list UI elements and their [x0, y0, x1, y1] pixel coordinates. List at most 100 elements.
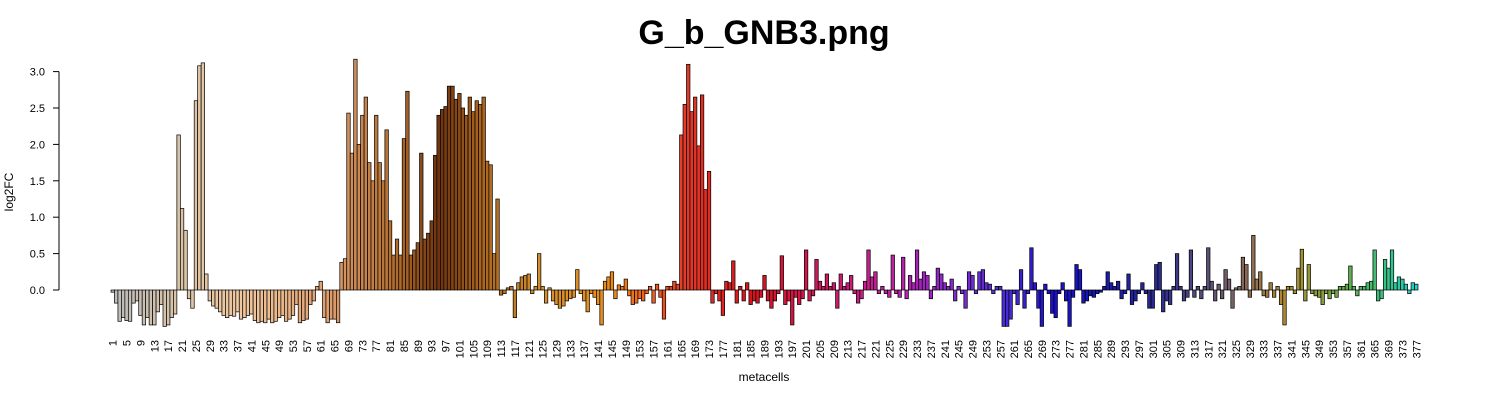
bar	[485, 160, 490, 291]
bar	[1174, 253, 1180, 291]
x-tick-label: 109	[482, 340, 494, 358]
bar	[502, 289, 507, 294]
bar	[394, 238, 400, 291]
bar	[772, 289, 777, 302]
bar	[1133, 289, 1138, 302]
bar	[1039, 289, 1044, 327]
bar	[554, 289, 559, 305]
x-tick-label: 121	[524, 340, 536, 358]
bar	[1202, 286, 1207, 291]
x-tick-label: 69	[343, 340, 355, 352]
bar	[283, 289, 289, 322]
bar	[1147, 289, 1152, 309]
bar	[575, 269, 580, 291]
bar	[800, 289, 805, 300]
bar	[391, 254, 396, 291]
bar	[693, 96, 698, 291]
bar	[762, 275, 767, 291]
bar	[1261, 289, 1266, 297]
bar	[1188, 249, 1194, 291]
x-tick-label: 169	[690, 340, 702, 358]
bar	[1351, 286, 1356, 291]
bar	[790, 289, 795, 326]
bar	[1168, 289, 1173, 305]
bar	[1258, 271, 1263, 291]
bar	[238, 289, 244, 320]
bar	[1216, 283, 1221, 291]
bar	[797, 289, 802, 305]
bar	[828, 286, 833, 291]
bar	[1327, 289, 1332, 300]
bar	[637, 289, 642, 300]
bar	[578, 289, 583, 294]
bar	[540, 286, 545, 291]
bar	[193, 100, 199, 291]
bar	[1285, 286, 1291, 291]
x-tick-label: 65	[330, 340, 342, 352]
bar	[183, 229, 188, 291]
bar	[457, 93, 462, 291]
x-tick-label: 41	[246, 340, 258, 352]
x-tick-label: 189	[760, 340, 772, 358]
x-axis-label: metacells	[739, 370, 790, 384]
bar	[1247, 289, 1252, 298]
bar	[897, 289, 902, 298]
bar	[1382, 259, 1388, 291]
x-tick-label: 185	[746, 340, 758, 358]
bar	[1122, 289, 1128, 294]
bar	[561, 289, 566, 307]
bar	[904, 289, 909, 300]
x-tick-label: 321	[1217, 340, 1229, 358]
bar	[1119, 289, 1124, 300]
bar	[519, 276, 524, 291]
bar	[571, 289, 576, 298]
bar	[1112, 286, 1117, 291]
bar	[218, 289, 223, 313]
bar	[443, 106, 448, 291]
bar	[1400, 278, 1405, 291]
bar	[582, 289, 587, 302]
bar	[1043, 283, 1048, 291]
bar	[495, 198, 500, 291]
bar	[648, 286, 653, 291]
bar	[873, 271, 878, 291]
bar	[242, 289, 247, 319]
x-tick-label: 105	[468, 340, 480, 358]
y-tick-label: 0.5	[30, 249, 45, 261]
x-tick-label: 77	[371, 340, 383, 352]
bar	[173, 289, 178, 315]
bar	[1206, 247, 1211, 291]
bar	[689, 111, 694, 291]
bar	[804, 249, 809, 291]
bar	[1157, 261, 1162, 291]
bar	[748, 289, 753, 305]
bar	[1102, 286, 1107, 291]
bar	[405, 90, 410, 291]
bar	[311, 289, 316, 302]
bar	[779, 255, 784, 291]
bar	[1088, 289, 1093, 297]
x-tick-label: 137	[579, 340, 591, 358]
bar	[1018, 269, 1024, 291]
bar	[353, 58, 358, 291]
bar	[814, 259, 819, 291]
x-tick-label: 337	[1273, 340, 1285, 358]
x-tick-label: 145	[607, 340, 619, 358]
bar	[315, 286, 320, 291]
bar	[273, 289, 278, 322]
bar	[918, 278, 923, 291]
bar	[589, 289, 594, 294]
bar	[179, 208, 185, 291]
bar	[786, 289, 791, 302]
x-tick-label: 345	[1300, 340, 1312, 358]
x-tick-label: 221	[870, 340, 882, 358]
bar	[1306, 264, 1311, 291]
bar	[117, 289, 122, 322]
bar	[1084, 289, 1090, 302]
bar	[523, 275, 528, 291]
bar	[1233, 287, 1239, 291]
x-tick-label: 53	[288, 340, 300, 352]
bar	[138, 289, 143, 316]
bar	[727, 282, 732, 291]
x-tick-label: 269	[1037, 340, 1049, 358]
